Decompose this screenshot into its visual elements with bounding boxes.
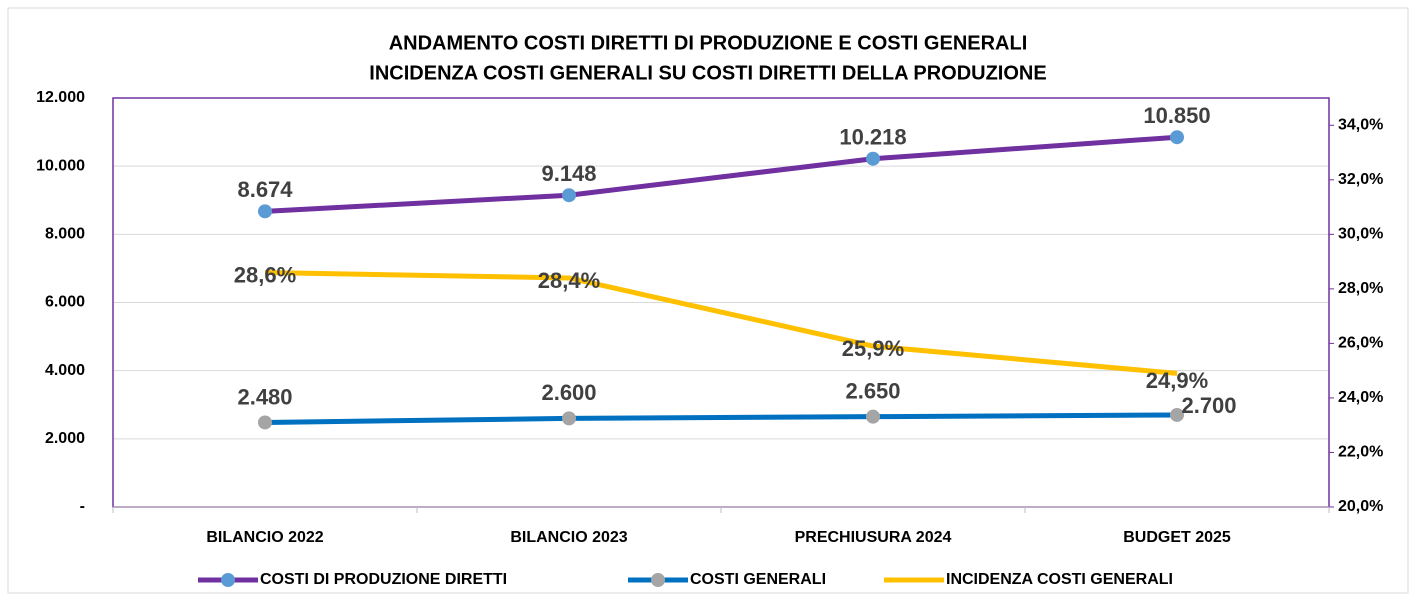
y2-tick-label: 22,0%	[1338, 444, 1383, 461]
x-tick-label: PRECHIUSURA 2024	[795, 529, 952, 546]
data-label: 2.480	[237, 384, 292, 409]
data-label: 2.700	[1181, 393, 1236, 418]
series-line	[264, 412, 1178, 425]
y2-tick-label: 32,0%	[1338, 171, 1383, 188]
x-tick-label: BUDGET 2025	[1123, 529, 1231, 546]
data-label: 28,6%	[234, 262, 296, 287]
y-tick-label: 2.000	[45, 430, 85, 447]
data-label: 8.674	[237, 177, 293, 202]
point-marker	[1170, 130, 1184, 145]
chart-border	[7, 7, 1409, 594]
legend-marker	[221, 573, 235, 587]
x-tick-label: BILANCIO 2023	[510, 529, 627, 546]
legend-label: COSTI DI PRODUZIONE DIRETTI	[260, 571, 507, 588]
point-marker	[866, 151, 880, 166]
legend-label: INCIDENZA COSTI GENERALI	[946, 571, 1173, 588]
data-label: 2.650	[845, 378, 900, 403]
data-label: 25,9%	[842, 336, 904, 361]
legend-marker	[651, 573, 665, 587]
point-marker	[866, 409, 880, 424]
y2-tick-label: 26,0%	[1338, 335, 1383, 352]
y-tick-label: -	[80, 498, 85, 515]
data-label: 2.600	[541, 380, 596, 405]
point-marker	[562, 188, 576, 203]
series-line	[264, 134, 1178, 214]
point-marker	[562, 411, 576, 426]
series-line	[264, 270, 1178, 376]
y-tick-label: 10.000	[36, 157, 85, 174]
x-tick-label: BILANCIO 2022	[206, 529, 323, 546]
y2-tick-label: 34,0%	[1338, 116, 1383, 133]
data-label: 24,9%	[1146, 368, 1208, 393]
y-tick-label: 6.000	[45, 294, 85, 311]
chart-title: INCIDENZA COSTI GENERALI SU COSTI DIRETT…	[369, 62, 1046, 84]
y2-tick-label: 28,0%	[1338, 280, 1383, 297]
y2-tick-label: 24,0%	[1338, 389, 1383, 406]
y-tick-label: 8.000	[45, 226, 85, 243]
data-label: 10.218	[839, 125, 906, 150]
y2-tick-label: 20,0%	[1338, 498, 1383, 515]
chart-title: ANDAMENTO COSTI DIRETTI DI PRODUZIONE E …	[389, 32, 1028, 54]
data-label: 28,4%	[538, 268, 600, 293]
data-label: 10.850	[1143, 103, 1210, 128]
legend-label: COSTI GENERALI	[690, 571, 826, 588]
point-marker	[258, 204, 272, 219]
point-marker	[1170, 407, 1184, 422]
y-tick-label: 4.000	[45, 362, 85, 379]
point-marker	[258, 415, 272, 430]
y-tick-label: 12.000	[36, 89, 85, 106]
y2-tick-label: 30,0%	[1338, 226, 1383, 243]
data-label: 9.148	[541, 161, 596, 186]
